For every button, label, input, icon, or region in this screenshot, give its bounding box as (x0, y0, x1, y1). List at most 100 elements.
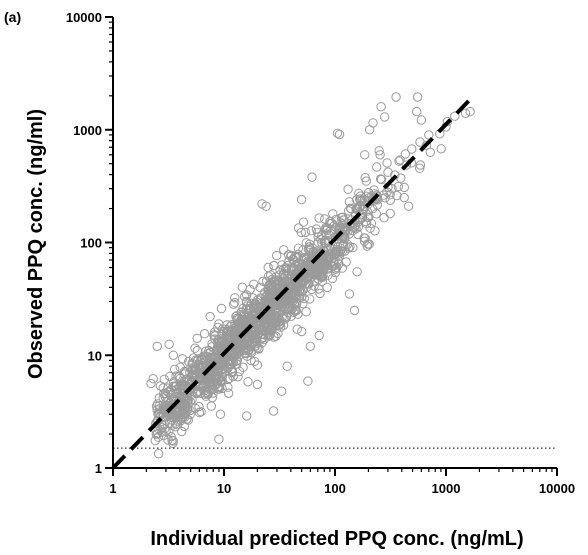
data-point (322, 282, 332, 293)
data-point (348, 242, 358, 253)
data-point (293, 243, 303, 254)
data-point (399, 192, 409, 203)
data-point (233, 335, 243, 345)
data-point (164, 339, 174, 349)
data-point (366, 218, 377, 229)
data-point (192, 333, 202, 343)
data-point (238, 362, 248, 372)
data-point (281, 300, 291, 310)
data-point (146, 378, 156, 389)
data-point (159, 389, 169, 399)
data-point (301, 307, 311, 317)
y-tick-label: 1000 (73, 123, 102, 138)
data-point (319, 237, 330, 248)
data-point (228, 299, 239, 309)
data-point (281, 311, 291, 321)
data-point (360, 150, 370, 160)
data-point (290, 304, 301, 315)
data-point (399, 182, 409, 193)
identity-line (111, 99, 471, 470)
data-point (196, 407, 206, 417)
data-point (294, 271, 304, 281)
data-point (315, 288, 325, 299)
y-axis-label: Observed PPQ conc. (ng/ml) (25, 109, 47, 379)
data-point (352, 267, 362, 277)
data-point (442, 116, 453, 127)
data-point (385, 195, 395, 206)
data-point (196, 380, 206, 390)
data-point (210, 327, 220, 337)
data-point (181, 367, 191, 377)
data-point (460, 108, 471, 119)
x-tick-label: 100 (324, 481, 346, 496)
data-point (201, 367, 212, 377)
data-point (249, 279, 259, 289)
data-point (264, 280, 274, 291)
data-point (349, 305, 360, 316)
data-point (350, 220, 361, 230)
data-point (450, 111, 460, 121)
panel-label: (a) (4, 9, 21, 25)
data-point (230, 298, 240, 308)
data-point (282, 361, 292, 371)
x-axis-label: Individual predicted PPQ conc. (ng/mL) (150, 528, 523, 550)
x-tick-label: 10 (217, 481, 231, 496)
data-point (391, 92, 401, 102)
data-point (200, 351, 210, 361)
data-point (296, 194, 307, 205)
data-point (343, 243, 354, 253)
data-point (371, 209, 381, 219)
data-point (199, 329, 210, 339)
data-point (306, 226, 316, 236)
data-point (314, 330, 324, 341)
data-point (304, 279, 314, 289)
data-point (207, 342, 217, 352)
data-point (221, 332, 231, 342)
data-point (328, 256, 338, 267)
data-point (304, 271, 314, 282)
data-point (316, 269, 326, 280)
data-point (312, 227, 323, 238)
data-point (226, 364, 237, 374)
data-point (334, 129, 345, 140)
data-point (269, 260, 279, 271)
data-point (401, 160, 412, 170)
data-point (300, 227, 311, 238)
data-point (336, 212, 347, 223)
data-point (376, 102, 386, 112)
data-point (374, 146, 384, 156)
data-point (332, 128, 343, 139)
data-point (267, 320, 277, 330)
data-point (243, 309, 253, 319)
data-point (424, 130, 434, 140)
data-point (213, 365, 224, 375)
data-point (209, 358, 219, 369)
data-point (246, 314, 257, 324)
data-point (255, 312, 265, 322)
data-point (257, 329, 267, 339)
data-point (252, 379, 263, 390)
data-point (259, 315, 270, 325)
data-point (314, 213, 324, 223)
data-point (261, 317, 271, 327)
data-point (260, 314, 271, 324)
data-point (215, 409, 226, 419)
data-point (317, 276, 327, 286)
data-point (286, 251, 296, 262)
data-point (415, 160, 426, 170)
data-point (323, 270, 333, 280)
data-point (226, 340, 237, 351)
data-point (412, 106, 422, 117)
data-point (359, 236, 370, 247)
data-point (266, 326, 276, 336)
data-point (200, 378, 211, 389)
data-point (425, 147, 435, 158)
data-point (276, 386, 287, 396)
data-point (255, 302, 265, 312)
y-tick-label: 10 (88, 348, 102, 363)
data-point (334, 247, 344, 257)
data-point (194, 401, 204, 412)
data-point (272, 250, 282, 261)
data-point (178, 379, 189, 390)
